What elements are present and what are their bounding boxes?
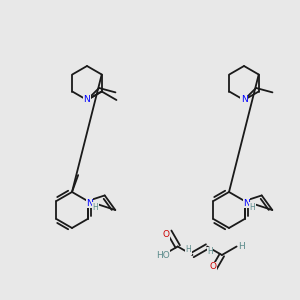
Text: H: H: [207, 247, 213, 256]
Text: H: H: [250, 202, 256, 211]
Text: N: N: [241, 95, 248, 104]
Text: O: O: [163, 230, 170, 239]
Text: HO: HO: [156, 250, 170, 260]
Text: N: N: [243, 199, 250, 208]
Text: H: H: [238, 242, 245, 251]
Text: H: H: [186, 245, 191, 254]
Text: O: O: [210, 262, 217, 271]
Text: N: N: [84, 95, 90, 104]
Text: N: N: [86, 199, 93, 208]
Text: H: H: [93, 202, 98, 211]
